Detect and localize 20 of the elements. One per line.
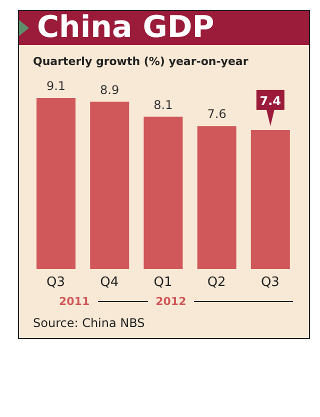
data-label: 7.4 bbox=[260, 94, 282, 108]
data-label: 8.9 bbox=[100, 82, 120, 97]
x-tick-label: Q3 bbox=[46, 275, 66, 290]
bar bbox=[197, 126, 236, 269]
x-tick-label: Q4 bbox=[100, 275, 119, 290]
text: 2012 bbox=[156, 295, 186, 308]
x-tick-label: Q1 bbox=[154, 275, 172, 290]
data-label: 9.1 bbox=[46, 79, 66, 93]
text: 2011 bbox=[59, 295, 90, 308]
chart-subtitle: Quarterly growth (%) year-on-year bbox=[32, 54, 250, 68]
data-label: 8.1 bbox=[154, 98, 173, 112]
bar bbox=[144, 116, 183, 269]
chart-title: China GDP bbox=[19, 10, 309, 45]
x-tick-label: Q3 bbox=[260, 275, 280, 290]
source-note: Source: China NBS bbox=[32, 315, 146, 332]
bar bbox=[90, 102, 130, 269]
bar bbox=[36, 98, 76, 269]
x-tick-label: Q2 bbox=[207, 275, 226, 290]
bar bbox=[250, 130, 290, 269]
data-label: 7.6 bbox=[207, 107, 226, 122]
